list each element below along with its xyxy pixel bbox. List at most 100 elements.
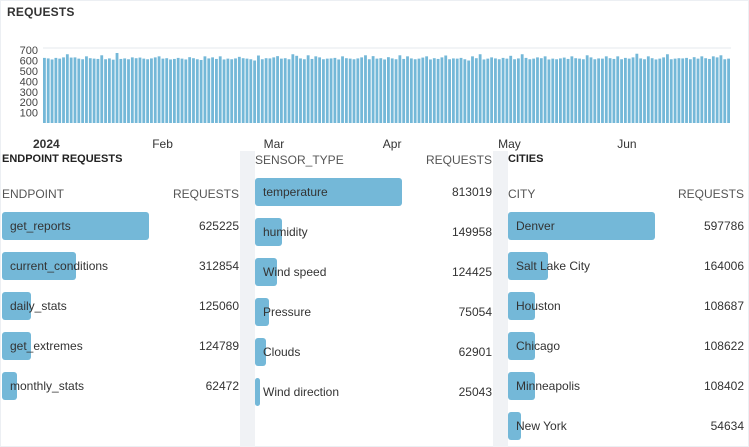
sensor-requests-column-header[interactable]: REQUESTS xyxy=(425,153,492,167)
request-bar[interactable] xyxy=(482,59,486,123)
request-bar[interactable] xyxy=(329,58,333,123)
endpoint-row-bar[interactable] xyxy=(2,292,31,320)
request-bar[interactable] xyxy=(134,58,138,123)
endpoint-row-bar[interactable] xyxy=(2,332,31,360)
request-bar[interactable] xyxy=(635,53,639,124)
request-bar[interactable] xyxy=(620,59,623,123)
request-bar[interactable] xyxy=(379,58,383,123)
endpoint-row-label[interactable]: daily_stats xyxy=(10,299,67,313)
request-bar[interactable] xyxy=(383,59,386,123)
request-bar[interactable] xyxy=(73,57,77,124)
request-bar[interactable] xyxy=(589,57,593,124)
request-bar[interactable] xyxy=(623,57,627,123)
request-bar[interactable] xyxy=(226,58,230,124)
request-bar[interactable] xyxy=(127,59,130,123)
sensor-column-header[interactable]: SENSOR_TYPE xyxy=(255,153,344,167)
sensor-row-label[interactable]: Wind speed xyxy=(263,265,327,279)
request-bar[interactable] xyxy=(352,59,356,123)
request-bar[interactable] xyxy=(245,58,249,124)
request-bar[interactable] xyxy=(585,55,589,123)
request-bar[interactable] xyxy=(192,58,195,123)
request-bar[interactable] xyxy=(631,57,635,124)
request-bar[interactable] xyxy=(566,58,570,123)
request-bar[interactable] xyxy=(509,55,513,124)
city-row-label[interactable]: Chicago xyxy=(516,339,561,353)
request-bar[interactable] xyxy=(650,58,654,123)
request-bar[interactable] xyxy=(417,58,421,124)
request-bar[interactable] xyxy=(85,56,88,123)
request-bar[interactable] xyxy=(142,58,146,124)
request-bar[interactable] xyxy=(333,57,337,123)
request-bar[interactable] xyxy=(643,59,646,123)
request-bar[interactable] xyxy=(119,58,123,123)
request-bar[interactable] xyxy=(402,58,406,123)
request-bar[interactable] xyxy=(157,56,161,123)
request-bar[interactable] xyxy=(92,58,96,124)
sensor-row-label[interactable]: humidity xyxy=(263,225,308,239)
city-row-label[interactable]: Salt Lake City xyxy=(516,259,591,273)
request-bar[interactable] xyxy=(96,58,100,123)
request-bar[interactable] xyxy=(104,59,107,123)
request-bar[interactable] xyxy=(375,58,379,124)
request-bar[interactable] xyxy=(153,57,157,124)
sensor-row-bar[interactable] xyxy=(255,258,277,286)
request-bar[interactable] xyxy=(658,58,662,124)
request-bar[interactable] xyxy=(337,59,341,123)
request-bar[interactable] xyxy=(543,56,547,123)
request-bar[interactable] xyxy=(601,58,604,124)
request-bar[interactable] xyxy=(409,58,413,123)
endpoint-row-bar[interactable] xyxy=(2,372,17,400)
request-bar[interactable] xyxy=(646,56,650,123)
request-bar[interactable] xyxy=(486,58,490,124)
request-bar[interactable] xyxy=(260,59,264,123)
request-bar[interactable] xyxy=(497,59,501,123)
request-bar[interactable] xyxy=(218,56,222,123)
request-bar[interactable] xyxy=(180,58,184,124)
endpoint-column-header[interactable]: ENDPOINT xyxy=(2,187,65,201)
request-bar[interactable] xyxy=(203,56,207,123)
sensor-row-label[interactable]: Pressure xyxy=(263,305,312,319)
sensor-row-label[interactable]: Clouds xyxy=(263,345,301,359)
request-bar[interactable] xyxy=(211,57,214,124)
city-row-bar[interactable] xyxy=(508,292,535,320)
request-bar[interactable] xyxy=(62,57,65,124)
sensor-row-bar[interactable] xyxy=(255,338,266,366)
request-bar[interactable] xyxy=(195,59,199,123)
request-bar[interactable] xyxy=(574,58,578,123)
request-bar[interactable] xyxy=(612,58,616,123)
request-bar[interactable] xyxy=(448,59,451,123)
request-bar[interactable] xyxy=(272,57,276,124)
request-bar[interactable] xyxy=(150,58,153,123)
city-column-header[interactable]: CITY xyxy=(508,187,536,201)
request-bar[interactable] xyxy=(513,59,516,123)
request-bar[interactable] xyxy=(295,55,299,124)
request-bar[interactable] xyxy=(230,59,234,123)
request-bar[interactable] xyxy=(146,59,150,123)
request-bar[interactable] xyxy=(463,59,467,123)
sensor-row-bar[interactable] xyxy=(255,178,402,206)
request-bar[interactable] xyxy=(685,57,688,123)
request-bar[interactable] xyxy=(43,57,46,123)
sensor-row-bar[interactable] xyxy=(255,298,269,326)
city-row-bar[interactable] xyxy=(508,332,535,360)
request-bar[interactable] xyxy=(314,56,318,123)
request-bar[interactable] xyxy=(264,58,268,123)
request-bar[interactable] xyxy=(528,59,532,123)
request-bar[interactable] xyxy=(688,59,692,123)
endpoint-row-label[interactable]: get_extremes xyxy=(10,339,83,353)
request-bar[interactable] xyxy=(325,58,329,124)
request-bar[interactable] xyxy=(432,58,436,123)
request-bar[interactable] xyxy=(367,59,371,123)
request-bar[interactable] xyxy=(654,59,658,123)
request-bar[interactable] xyxy=(459,57,463,123)
request-bar[interactable] xyxy=(161,58,165,124)
request-bar[interactable] xyxy=(241,58,245,123)
request-bar[interactable] xyxy=(478,54,482,123)
request-bar[interactable] xyxy=(700,56,704,123)
request-bar[interactable] xyxy=(581,59,585,123)
request-bar[interactable] xyxy=(276,56,279,124)
request-bar[interactable] xyxy=(440,57,444,124)
sensor-row-label[interactable]: Wind direction xyxy=(263,385,340,399)
request-bar[interactable] xyxy=(490,57,494,124)
request-bar[interactable] xyxy=(390,58,394,123)
